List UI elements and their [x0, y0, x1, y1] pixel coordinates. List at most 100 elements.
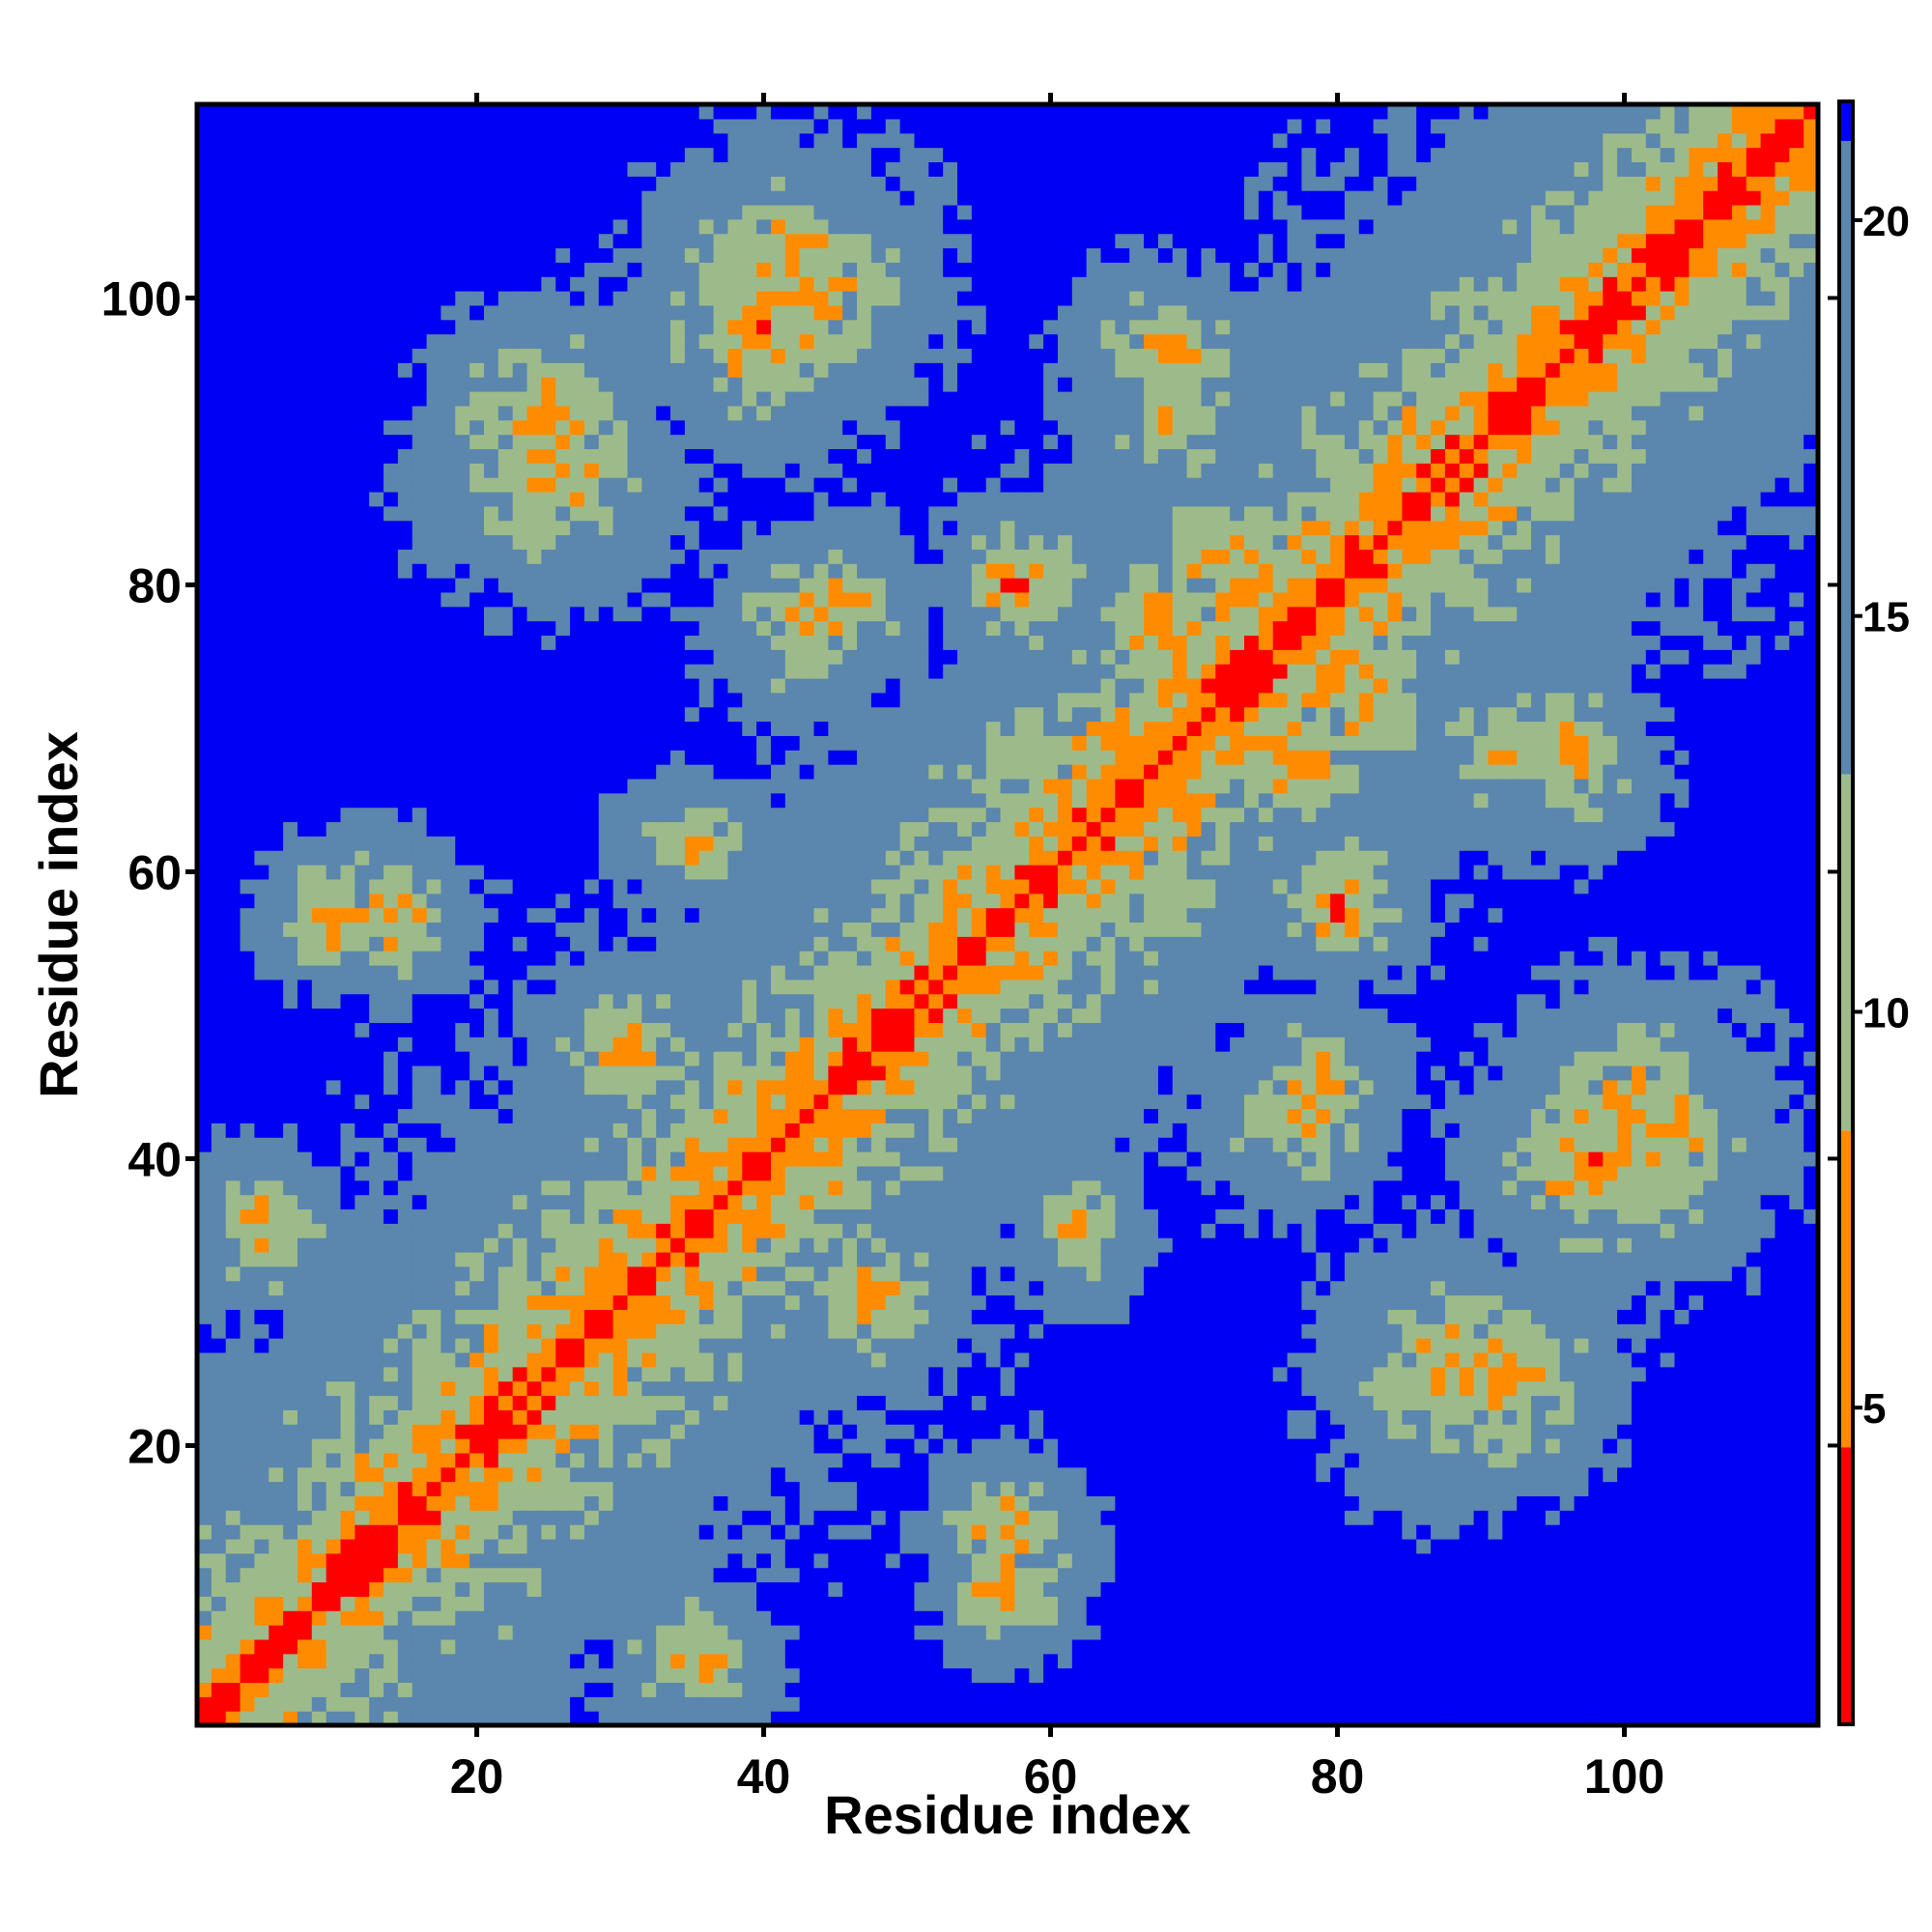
heatmap-cell [656, 176, 671, 191]
heatmap-cell [369, 1524, 384, 1540]
heatmap-cell [455, 333, 470, 350]
heatmap-cell [397, 821, 413, 837]
heatmap-cell [469, 620, 485, 637]
heatmap-cell [355, 964, 370, 980]
heatmap-cell [627, 721, 642, 736]
heatmap-cell [641, 850, 657, 866]
heatmap-cell [311, 147, 327, 162]
heatmap-cell [355, 247, 370, 263]
heatmap-cell [369, 1280, 384, 1296]
heatmap-cell [813, 1395, 829, 1410]
heatmap-cell [555, 1194, 571, 1210]
heatmap-cell [269, 291, 284, 306]
heatmap-cell [197, 1223, 213, 1238]
heatmap-cell [670, 1008, 686, 1023]
heatmap-cell [813, 778, 829, 794]
heatmap-cell [254, 1251, 270, 1267]
heatmap-cell [641, 1037, 657, 1052]
heatmap-cell [384, 878, 399, 895]
heatmap-cell [326, 878, 342, 895]
heatmap-cell [799, 649, 815, 665]
heatmap-cell [570, 377, 585, 392]
heatmap-cell [670, 964, 686, 980]
heatmap-cell [369, 878, 384, 895]
heatmap-cell [483, 1179, 499, 1196]
heatmap-cell [627, 1137, 642, 1152]
heatmap-cell [269, 1682, 284, 1697]
heatmap-cell [497, 951, 514, 966]
heatmap-cell [742, 247, 757, 263]
heatmap-cell [828, 1682, 843, 1697]
heatmap-cell [483, 591, 499, 608]
heatmap-cell [225, 778, 242, 794]
heatmap-cell [570, 262, 585, 277]
heatmap-cell [369, 677, 384, 694]
heatmap-cell [670, 1481, 686, 1497]
heatmap-cell [497, 807, 514, 823]
heatmap-cell [512, 807, 528, 823]
heatmap-cell [813, 563, 829, 579]
heatmap-cell [283, 147, 298, 162]
heatmap-cell [784, 1280, 801, 1296]
heatmap-cell [211, 291, 227, 306]
heatmap-cell [770, 563, 786, 579]
heatmap-cell [670, 1151, 686, 1167]
heatmap-cell [397, 1424, 413, 1439]
heatmap-cell [799, 362, 815, 378]
heatmap-cell [326, 1610, 342, 1626]
heatmap-cell [311, 534, 327, 550]
heatmap-cell [483, 1079, 499, 1095]
heatmap-cell [225, 348, 242, 363]
heatmap-cell [283, 1294, 298, 1310]
heatmap-cell [670, 951, 686, 966]
heatmap-cell [225, 792, 242, 809]
heatmap-cell [397, 1251, 413, 1267]
heatmap-cell [455, 1137, 470, 1152]
heatmap-cell [570, 1237, 585, 1253]
heatmap-cell [426, 993, 442, 1009]
heatmap-cell [583, 893, 600, 909]
heatmap-cell [813, 750, 829, 765]
heatmap-cell [813, 204, 829, 220]
heatmap-cell [311, 505, 327, 522]
heatmap-cell [799, 563, 815, 579]
heatmap-cell [641, 362, 657, 378]
heatmap-cell [412, 936, 428, 952]
heatmap-cell [355, 922, 370, 937]
heatmap-cell [742, 1466, 757, 1483]
heatmap-cell [297, 764, 313, 780]
heatmap-cell [440, 664, 456, 679]
heatmap-cell [283, 936, 298, 952]
heatmap-cell [340, 161, 355, 177]
heatmap-cell [197, 1510, 213, 1525]
heatmap-cell [483, 821, 499, 837]
heatmap-cell [455, 836, 470, 851]
heatmap-cell [455, 792, 470, 809]
heatmap-cell [440, 850, 456, 866]
heatmap-cell [555, 304, 571, 321]
heatmap-cell [813, 1265, 829, 1282]
heatmap-cell [670, 836, 686, 851]
heatmap-cell [770, 964, 786, 980]
heatmap-cell [340, 1610, 355, 1626]
heatmap-cell [770, 993, 786, 1009]
heatmap-cell [598, 606, 614, 622]
heatmap-cell [211, 505, 227, 522]
heatmap-cell [369, 147, 384, 162]
heatmap-cell [254, 390, 270, 407]
heatmap-cell [727, 721, 743, 736]
heatmap-cell [541, 1424, 556, 1439]
heatmap-cell [612, 362, 629, 378]
heatmap-cell [684, 649, 700, 665]
heatmap-cell [570, 1495, 585, 1511]
heatmap-cell [397, 1280, 413, 1296]
heatmap-cell [684, 118, 700, 134]
heatmap-cell [211, 1481, 227, 1497]
heatmap-cell [641, 1251, 657, 1267]
heatmap-cell [656, 405, 671, 421]
heatmap-cell [641, 118, 657, 134]
heatmap-cell [497, 1409, 514, 1425]
heatmap-cell [297, 735, 313, 751]
heatmap-cell [813, 907, 829, 923]
heatmap-cell [269, 1438, 284, 1454]
